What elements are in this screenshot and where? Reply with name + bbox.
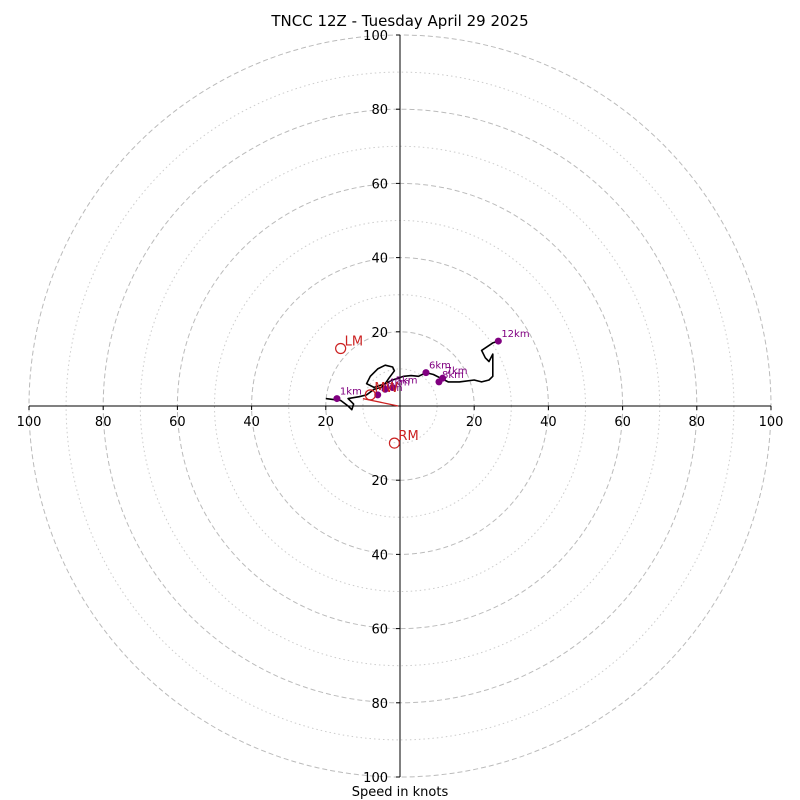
height-label-12km: 12km [501, 329, 529, 340]
x-tick-label: 60 [614, 415, 631, 430]
x-tick-label: 20 [466, 415, 483, 430]
x-tick-label: 100 [759, 415, 784, 430]
height-marker-1km [333, 395, 341, 403]
height-marker-6km [422, 369, 430, 377]
height-label-1km: 1km [340, 387, 362, 398]
height-marker-4km [381, 385, 389, 393]
y-tick-label: 100 [363, 29, 388, 44]
y-tick-label: 40 [371, 548, 388, 563]
x-tick-label: 40 [243, 415, 260, 430]
height-label-7km: 7km [446, 366, 468, 377]
y-tick-label: 40 [371, 252, 388, 267]
x-tick-label: 80 [95, 415, 112, 430]
x-tick-label: 60 [169, 415, 186, 430]
x-tick-label: 80 [689, 415, 706, 430]
height-label-6km: 6km [429, 361, 451, 372]
wind-profile-line [325, 340, 499, 411]
y-tick-label: 20 [371, 326, 388, 341]
wind-profile-trace [325, 340, 499, 411]
storm-motion-marker-rm [388, 437, 401, 449]
storm-motion-markers: LM MW RM [335, 334, 419, 449]
height-label-8km: 8km [442, 370, 464, 381]
height-marker-12km [494, 337, 502, 345]
storm-motion-label-rm: RM [398, 429, 418, 444]
y-tick-label: 60 [371, 623, 388, 638]
y-tick-label: 60 [371, 177, 388, 192]
axes [29, 35, 771, 777]
height-marker-8km [435, 378, 443, 386]
y-tick-label: 80 [371, 103, 388, 118]
y-tick-label: 100 [363, 771, 388, 786]
height-label-4km: 4km [388, 377, 410, 388]
x-tick-label: 20 [318, 415, 335, 430]
storm-motion-label-lm: LM [345, 334, 363, 349]
height-label-5km: 5km [396, 375, 418, 386]
chart-title: TNCC 12Z - Tuesday April 29 2025 [270, 12, 528, 30]
height-markers: 1km3km4km5km6km7km8km12km [333, 329, 530, 403]
height-marker-5km [389, 383, 397, 391]
storm-motion-label-mw: MW [374, 381, 398, 396]
storm-motion-marker-lm [335, 342, 347, 355]
x-tick-label: 100 [17, 415, 42, 430]
x-tick-label: 40 [540, 415, 557, 430]
y-tick-label: 20 [371, 474, 388, 489]
height-marker-3km [374, 391, 382, 399]
y-tick-label: 80 [371, 697, 388, 712]
storm-motion-marker-mw [364, 389, 376, 401]
x-axis-label: Speed in knots [352, 785, 449, 800]
axis-ticks: 100 100 80 80 60 60 40 40 20 20 20 20 40 40 60 60 80 80 10… [17, 29, 784, 786]
